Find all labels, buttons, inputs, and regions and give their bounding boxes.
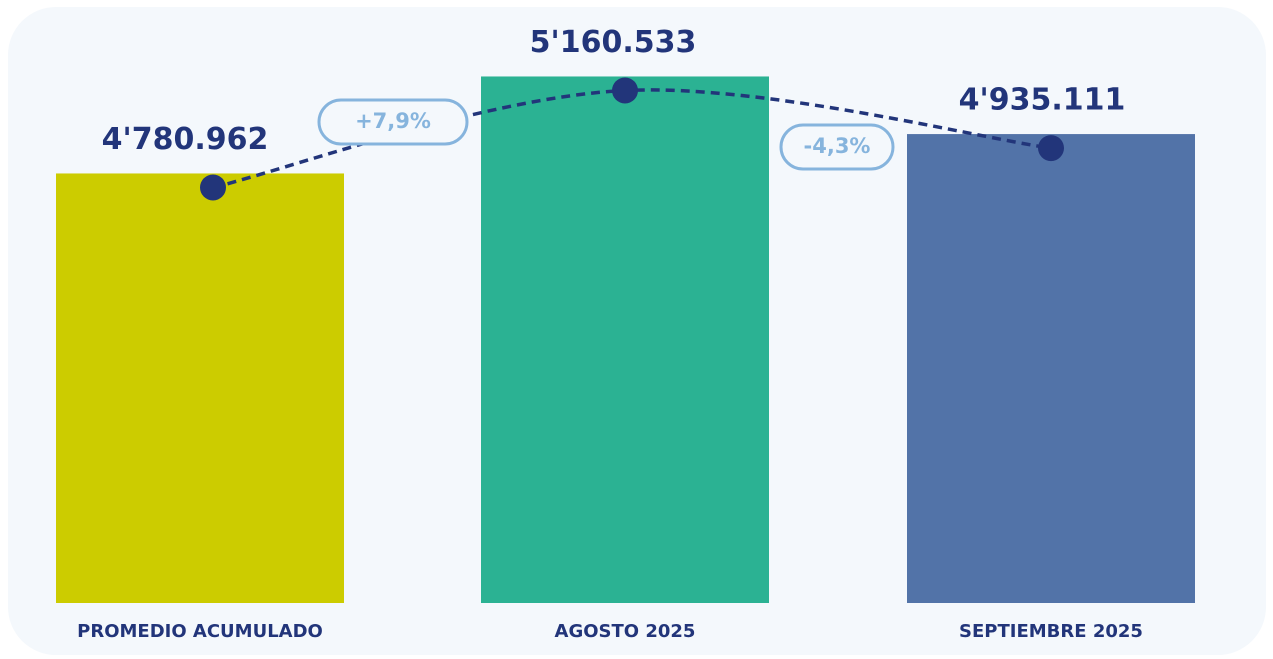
- change-label: +7,9%: [355, 109, 431, 133]
- change-label: -4,3%: [804, 134, 871, 158]
- category-label: SEPTIEMBRE 2025: [959, 621, 1143, 642]
- trend-point: [612, 77, 638, 104]
- category-label: PROMEDIO ACUMULADO: [77, 621, 323, 642]
- trend-point: [200, 174, 226, 201]
- change-pill: [779, 123, 895, 171]
- value-label: 5'160.533: [530, 25, 697, 60]
- value-label: 4'780.962: [102, 122, 269, 157]
- category-label: AGOSTO 2025: [555, 621, 696, 642]
- bar: [56, 173, 344, 603]
- trend-point: [1038, 135, 1064, 162]
- bar: [481, 76, 769, 604]
- change-pill: [317, 98, 469, 146]
- value-label: 4'935.111: [959, 83, 1126, 118]
- bar: [907, 134, 1195, 603]
